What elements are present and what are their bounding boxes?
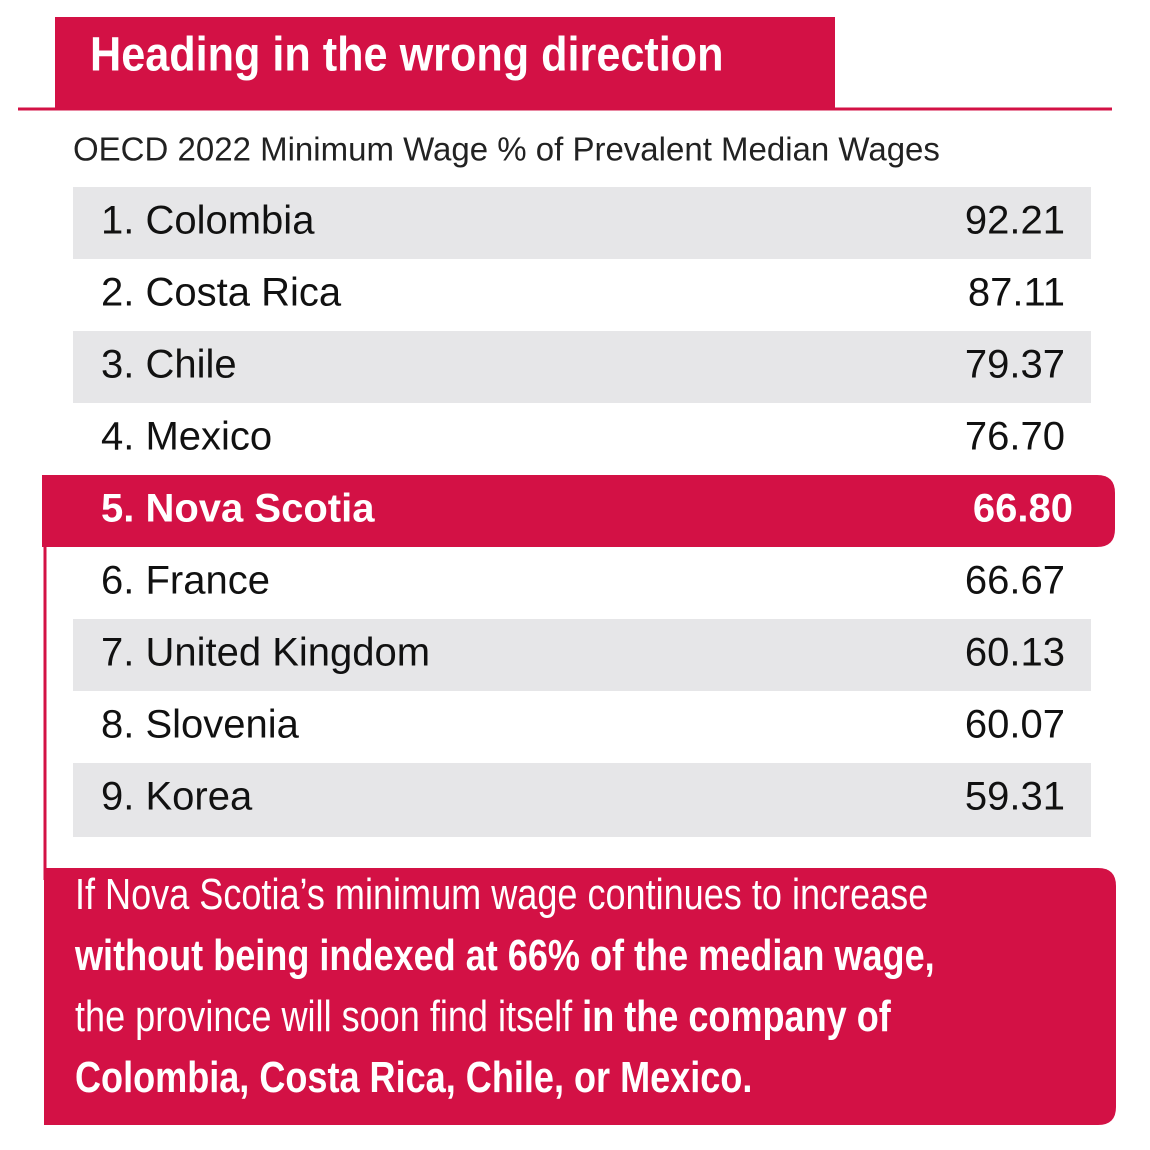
footer-segment: If Nova Scotia’s minimum wage continues …	[75, 869, 928, 918]
row-label: 7. United Kingdom	[101, 631, 430, 675]
footer-segment: in the company of	[582, 991, 891, 1040]
row-value: 87.11	[968, 271, 1065, 315]
row-value: 59.31	[965, 775, 1065, 819]
subtitle: OECD 2022 Minimum Wage % of Prevalent Me…	[73, 131, 940, 168]
footer-line: without being indexed at 66% of the medi…	[74, 930, 935, 979]
row-label: 1. Colombia	[101, 199, 315, 243]
footer-text: without being indexed at 66% of the medi…	[74, 930, 935, 979]
row-label: 6. France	[101, 559, 270, 603]
row-value: 66.67	[965, 559, 1065, 603]
row-bg	[73, 187, 1091, 259]
row-value: 66.80	[973, 487, 1073, 531]
footer-line: Colombia, Costa Rica, Chile, or Mexico.	[75, 1052, 752, 1101]
row-label: 4. Mexico	[101, 415, 272, 459]
row-label: 3. Chile	[101, 343, 237, 387]
row-value: 79.37	[965, 343, 1065, 387]
footer-text: If Nova Scotia’s minimum wage continues …	[75, 869, 928, 918]
footer-text: Colombia, Costa Rica, Chile, or Mexico.	[75, 1052, 752, 1101]
title: Heading in the wrong direction	[90, 28, 724, 82]
highlight-row-bg	[42, 475, 1115, 547]
footer-segment: Colombia, Costa Rica, Chile, or Mexico.	[75, 1052, 752, 1101]
footer-segment: the province will soon find itself	[75, 991, 582, 1040]
row-label: 8. Slovenia	[101, 703, 300, 747]
title-box	[55, 17, 835, 109]
row-bg	[73, 619, 1091, 691]
row-value: 60.07	[965, 703, 1065, 747]
row-label: 2. Costa Rica	[101, 271, 342, 315]
row-bg	[73, 763, 1091, 837]
row-value: 92.21	[965, 199, 1065, 243]
row-bg	[73, 331, 1091, 403]
footer-line: If Nova Scotia’s minimum wage continues …	[75, 869, 928, 918]
row-label: 9. Korea	[101, 775, 253, 819]
footer-text: the province will soon find itself in th…	[75, 991, 891, 1040]
footer-segment: without being indexed at 66% of the medi…	[74, 930, 935, 979]
row-label: 5. Nova Scotia	[101, 487, 375, 531]
footer-box	[44, 868, 1116, 1125]
row-value: 76.70	[965, 415, 1065, 459]
row-value: 60.13	[965, 631, 1065, 675]
footer-line: the province will soon find itself in th…	[75, 991, 891, 1040]
